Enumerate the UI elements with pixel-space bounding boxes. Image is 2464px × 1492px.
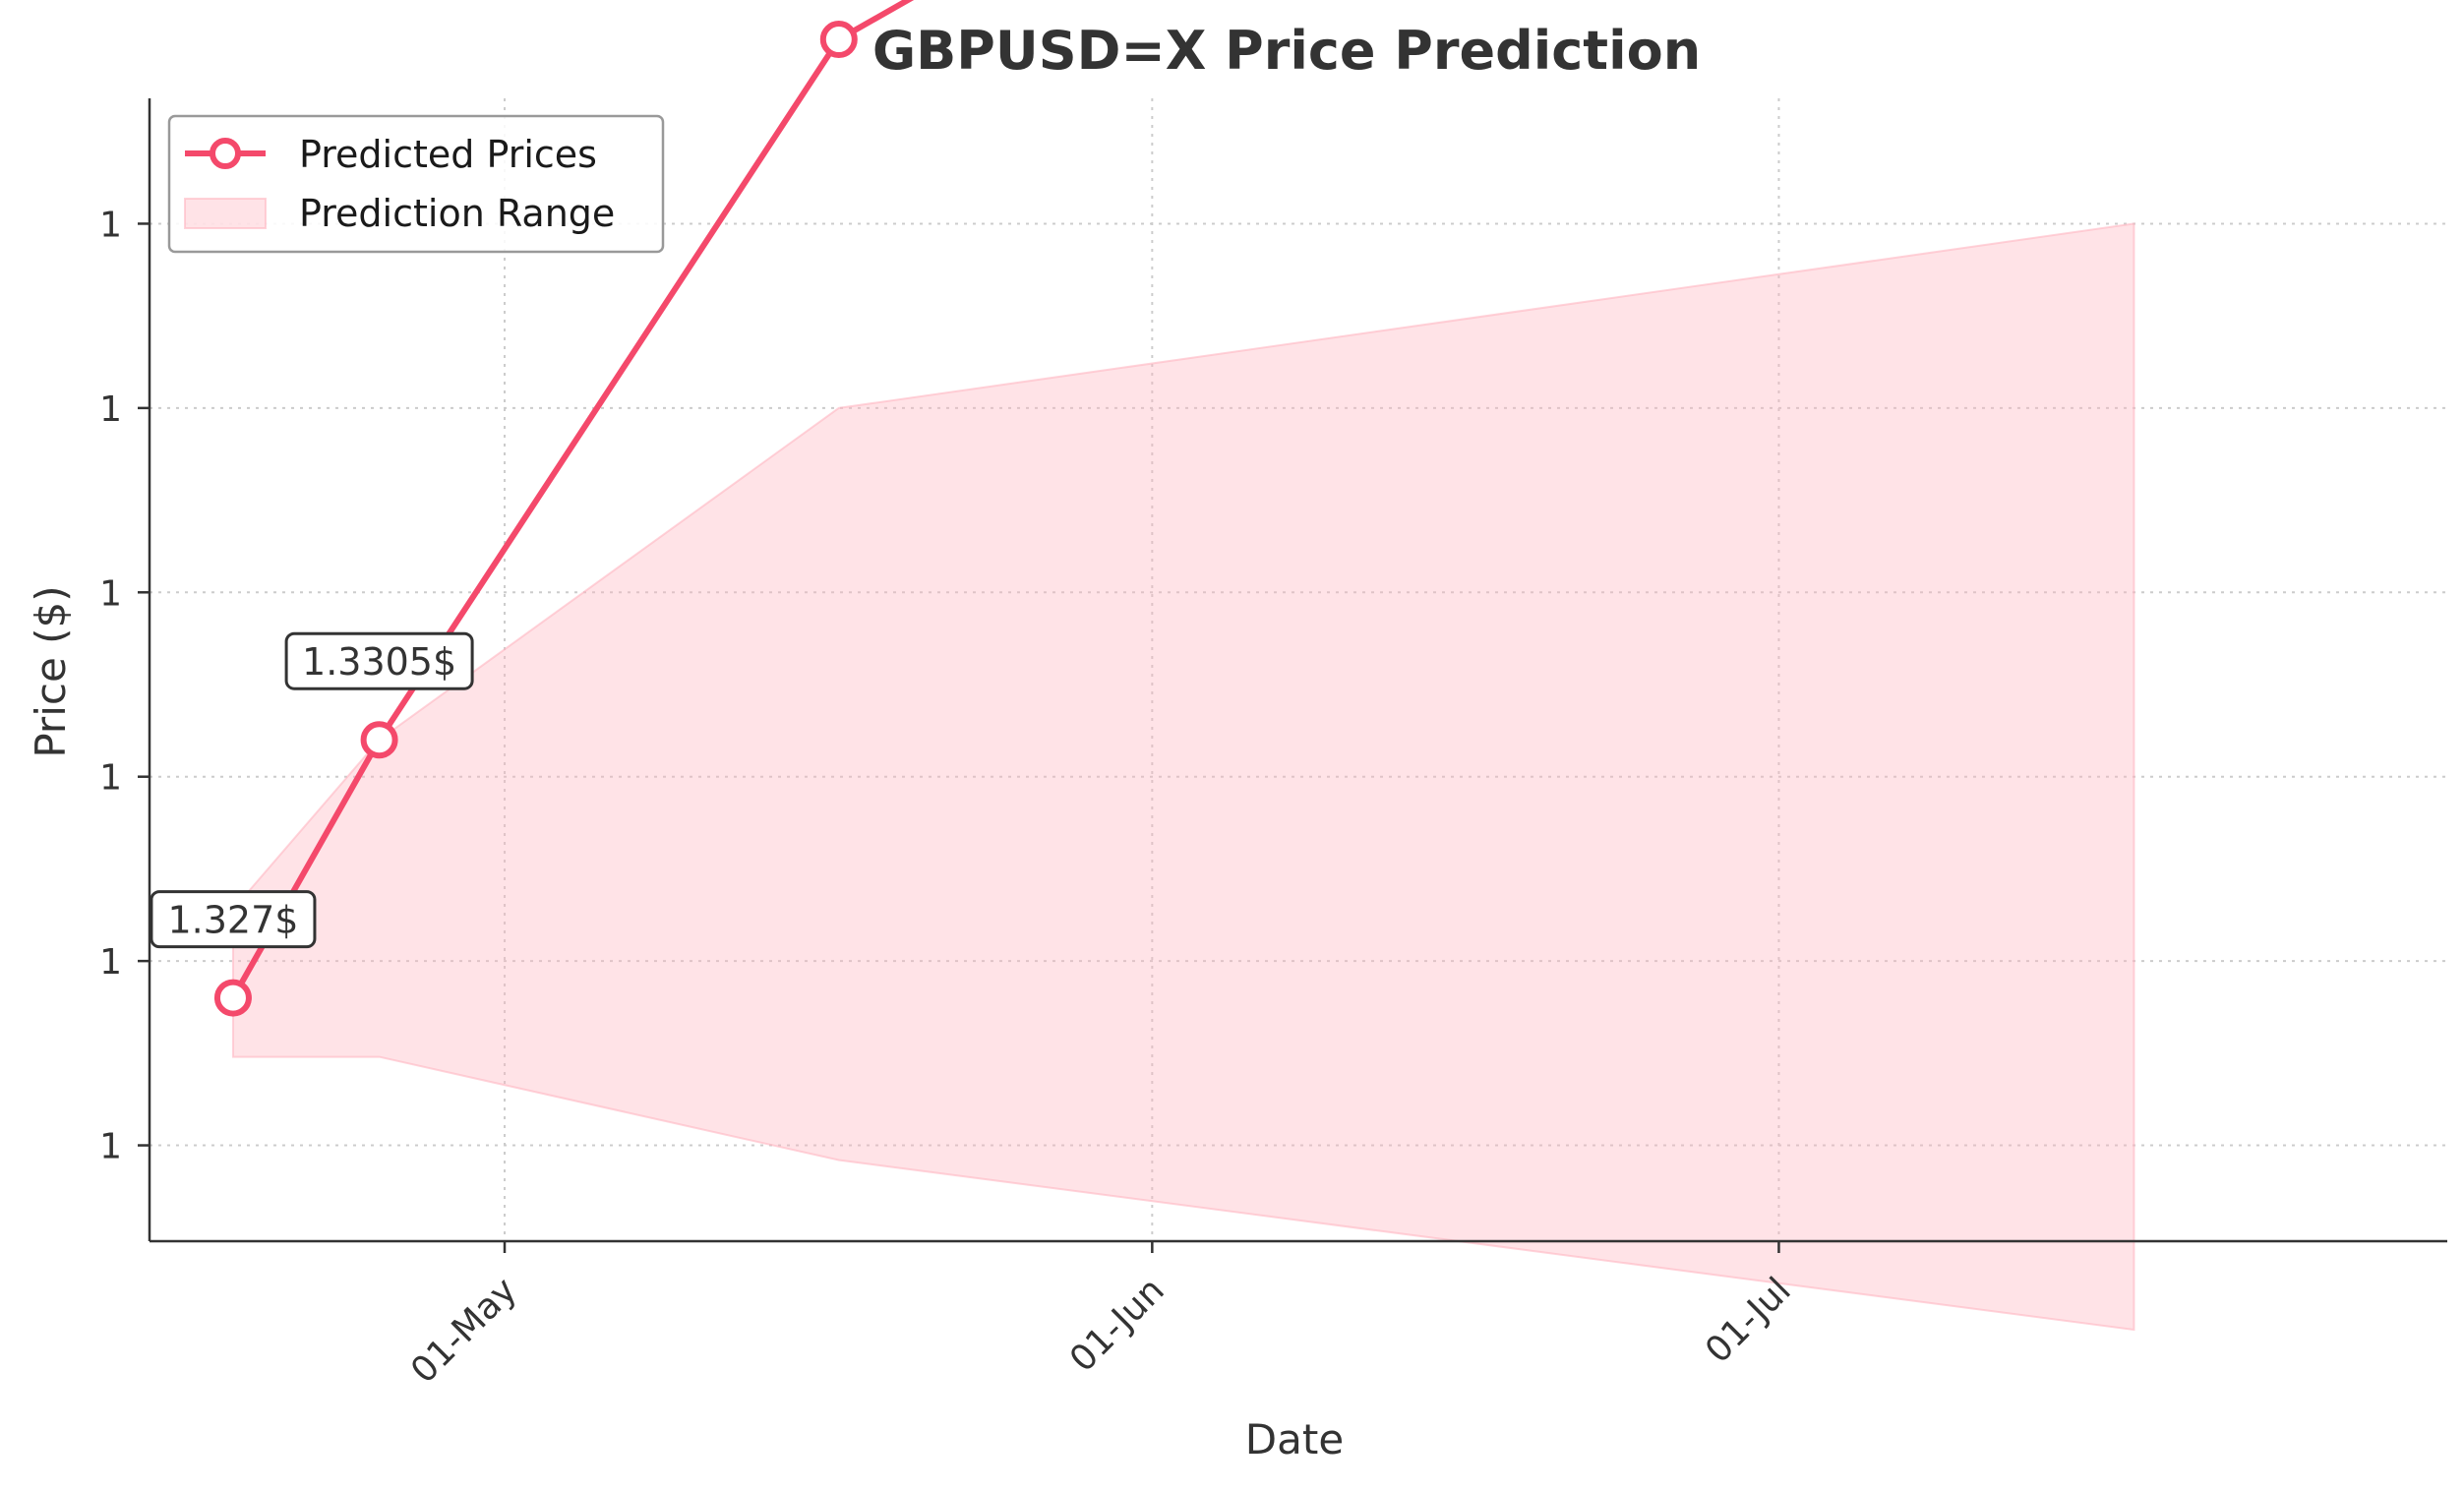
legend-marker-swatch	[210, 138, 241, 169]
data-labels: 1.327$1.3305$1.34$1.35$	[150, 631, 474, 949]
data-label: 1.3305$	[302, 640, 456, 684]
data-point	[819, 21, 858, 59]
y-axis-label: Price ($)	[27, 585, 75, 757]
legend-box	[167, 114, 665, 254]
predicted-prices-line	[230, 0, 915, 1000]
y-tick-label: 1	[99, 205, 122, 245]
axes	[148, 98, 2447, 1243]
legend: Predicted Prices Prediction Range	[167, 114, 665, 254]
legend-label-range: Prediction Range	[299, 192, 615, 235]
legend-area-swatch	[184, 198, 267, 229]
legend-label-predicted: Predicted Prices	[299, 133, 597, 176]
data-label-box	[284, 631, 474, 690]
data-label-box	[150, 890, 317, 949]
y-tick-label: 1	[99, 942, 122, 983]
data-label: 1.327$	[167, 899, 298, 942]
y-tick-label: 1	[99, 1127, 122, 1167]
y-tick-label: 1	[99, 758, 122, 799]
chart-title: GBPUSD=X Price Prediction	[872, 20, 1701, 82]
y-tick-label: 1	[99, 389, 122, 430]
prediction-range-area	[231, 222, 2135, 1332]
data-points	[213, 21, 858, 1017]
data-point	[360, 721, 398, 759]
y-tick-label: 1	[99, 573, 122, 614]
data-point	[213, 979, 252, 1017]
x-axis-label: Date	[1245, 1415, 1344, 1463]
